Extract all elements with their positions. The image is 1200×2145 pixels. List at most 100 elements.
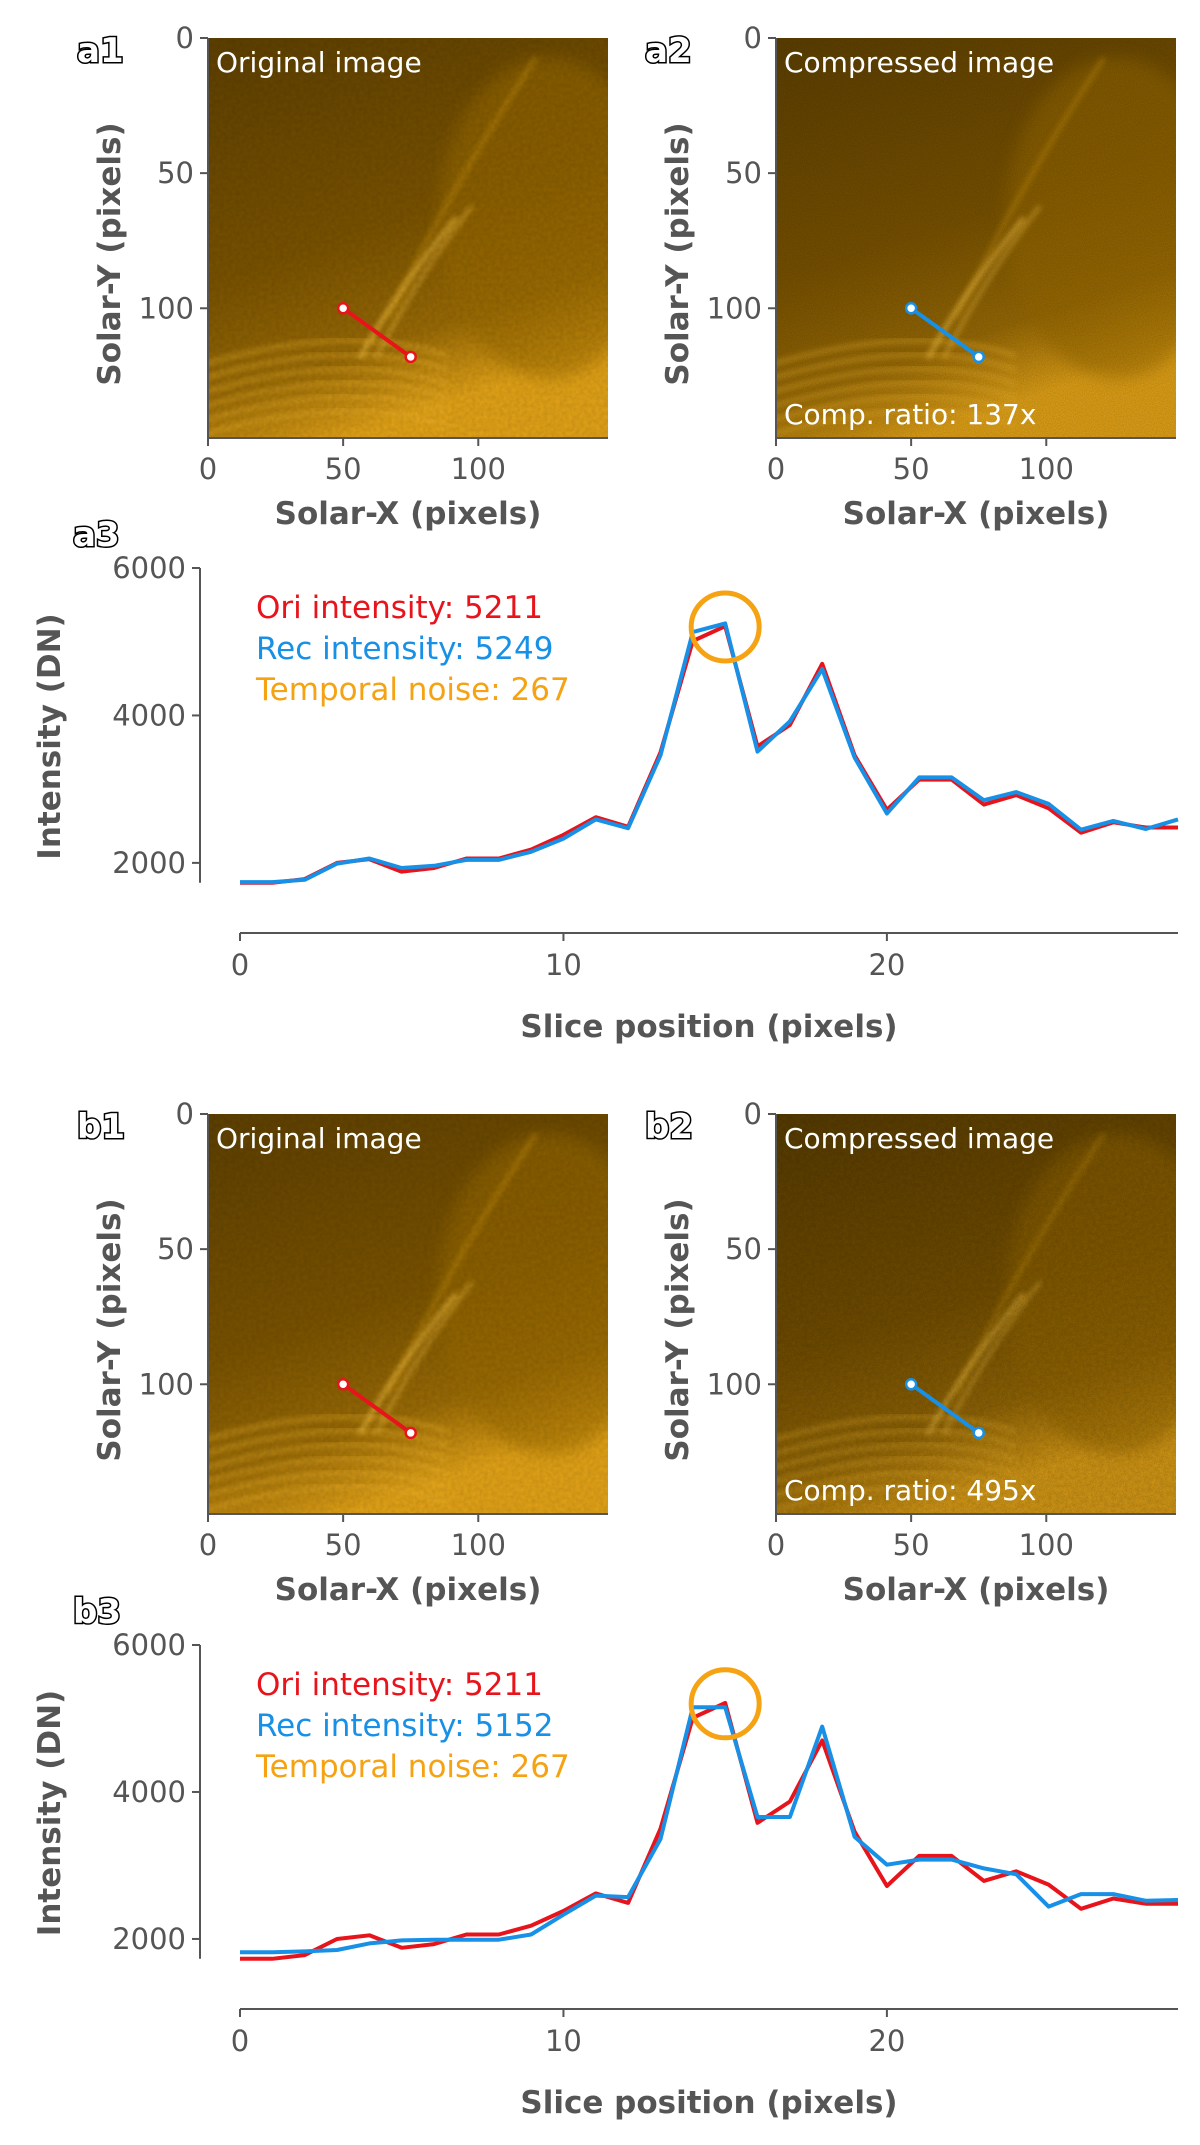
y-tick-label: 100 — [707, 1367, 762, 1401]
y-axis-label: Solar-Y (pixels) — [660, 122, 696, 385]
y-axis-label: Solar-Y (pixels) — [92, 1198, 128, 1461]
legend-temporal-noise: Temporal noise: 267 — [255, 1749, 570, 1785]
slice-endpoint — [972, 350, 985, 364]
panel-tag: b2 — [645, 1107, 693, 1147]
slice-line — [341, 1382, 412, 1435]
image-texture — [208, 38, 608, 438]
x-tick-label: 100 — [451, 452, 506, 486]
x-tick-label: 50 — [893, 452, 930, 486]
image-texture — [776, 38, 1176, 438]
y-tick-label: 50 — [157, 156, 194, 190]
x-tick-label: 100 — [1019, 452, 1074, 486]
legend-original-intensity: Ori intensity: 5211 — [256, 1667, 543, 1703]
y-tick-label: 4000 — [112, 698, 186, 732]
y-tick-label: 4000 — [112, 1775, 186, 1809]
x-axis-label: Solar-X (pixels) — [275, 496, 542, 532]
x-axis-label: Slice position (pixels) — [520, 1009, 897, 1045]
profile-a3: 2000 4000 6000 0 10 20 Slice position (pixels)… — [32, 514, 1179, 1045]
slice-line — [909, 306, 980, 359]
slice-endpoint — [904, 1378, 918, 1391]
y-tick-label: 100 — [707, 291, 762, 325]
slice-endpoint — [972, 1426, 985, 1440]
slice-line — [909, 1382, 980, 1435]
y-axis-label: Solar-Y (pixels) — [660, 1198, 696, 1461]
image-title: Compressed image — [784, 46, 1054, 79]
y-axis-label: Intensity (DN) — [32, 613, 68, 859]
x-tick-label: 10 — [545, 948, 582, 982]
x-tick-label: 20 — [868, 948, 905, 982]
solar-image-a1: 0 50 100 0 50 100 Solar-X (pixels) Solar-Y (pix… — [76, 21, 608, 532]
x-tick-label: 20 — [868, 2024, 905, 2058]
image-body — [208, 38, 608, 438]
y-tick-label: 0 — [744, 1097, 762, 1131]
image-title: Original image — [216, 46, 422, 79]
y-tick-label: 2000 — [112, 846, 186, 880]
y-axis-label: Solar-Y (pixels) — [92, 122, 128, 385]
reconstructed-intensity-line — [240, 1705, 1179, 1955]
y-tick-label: 6000 — [112, 551, 186, 585]
image-body — [208, 1114, 608, 1514]
x-axis-label: Solar-X (pixels) — [843, 496, 1110, 532]
x-tick-label: 50 — [325, 452, 362, 486]
peak-highlight-circle — [688, 590, 762, 664]
y-tick-label: 0 — [176, 1097, 194, 1131]
x-axis-label: Solar-X (pixels) — [843, 1572, 1110, 1608]
image-title: Compressed image — [784, 1122, 1054, 1155]
original-intensity-line — [240, 624, 1178, 885]
x-tick-label: 0 — [199, 1528, 217, 1562]
profile-b3: 2000 4000 6000 0 10 20 Slice position (pixels)… — [32, 1591, 1179, 2121]
x-tick-label: 100 — [451, 1528, 506, 1562]
x-tick-label: 0 — [767, 1528, 785, 1562]
slice-endpoint — [404, 1426, 417, 1440]
y-tick-label: 0 — [176, 21, 194, 55]
panel-tag: b3 — [73, 1592, 121, 1632]
x-axis-label: Solar-X (pixels) — [275, 1572, 542, 1608]
slice-endpoint — [336, 302, 350, 315]
solar-image-b2: 0 50 100 0 50 100 Solar-X (pixels) Solar-Y (pix… — [644, 1097, 1176, 1608]
legend-reconstructed-intensity: Rec intensity: 5152 — [256, 1708, 553, 1744]
solar-image-a2: 0 50 100 0 50 100 Solar-X (pixels) Solar-Y (pix… — [644, 21, 1176, 532]
y-tick-label: 100 — [139, 291, 194, 325]
x-tick-label: 0 — [767, 452, 785, 486]
x-tick-label: 50 — [893, 1528, 930, 1562]
peak-highlight-circle — [688, 1667, 762, 1741]
y-tick-label: 6000 — [112, 1628, 186, 1662]
slice-endpoint — [404, 350, 417, 364]
image-texture — [208, 1114, 608, 1514]
image-body — [776, 1114, 1176, 1514]
slice-endpoint — [904, 302, 918, 315]
x-tick-label: 0 — [231, 2024, 249, 2058]
y-tick-label: 50 — [157, 1232, 194, 1266]
compression-ratio: Comp. ratio: 137x — [784, 398, 1036, 431]
y-tick-label: 50 — [725, 156, 762, 190]
x-tick-label: 0 — [199, 452, 217, 486]
legend-original-intensity: Ori intensity: 5211 — [256, 590, 543, 626]
image-title: Original image — [216, 1122, 422, 1155]
slice-endpoint — [336, 1378, 350, 1391]
legend-temporal-noise: Temporal noise: 267 — [255, 672, 570, 708]
original-intensity-line — [240, 1701, 1178, 1961]
image-body — [776, 38, 1176, 438]
x-tick-label: 0 — [231, 948, 249, 982]
panel-tag: a3 — [73, 515, 120, 555]
image-texture — [776, 1114, 1176, 1514]
y-tick-label: 100 — [139, 1367, 194, 1401]
x-axis-label: Slice position (pixels) — [520, 2085, 897, 2121]
x-tick-label: 50 — [325, 1528, 362, 1562]
reconstructed-intensity-line — [240, 621, 1179, 885]
compression-ratio: Comp. ratio: 495x — [784, 1474, 1036, 1507]
y-axis-label: Intensity (DN) — [32, 1690, 68, 1936]
panel-tag: a1 — [77, 31, 124, 71]
slice-line — [341, 306, 412, 359]
panel-tag: a2 — [645, 31, 692, 71]
legend-reconstructed-intensity: Rec intensity: 5249 — [256, 631, 553, 667]
panel-tag: b1 — [77, 1107, 125, 1147]
y-tick-label: 0 — [744, 21, 762, 55]
y-tick-label: 2000 — [112, 1922, 186, 1956]
solar-image-b1: 0 50 100 0 50 100 Solar-X (pixels) Solar-Y (pix… — [76, 1097, 608, 1608]
y-tick-label: 50 — [725, 1232, 762, 1266]
x-tick-label: 100 — [1019, 1528, 1074, 1562]
